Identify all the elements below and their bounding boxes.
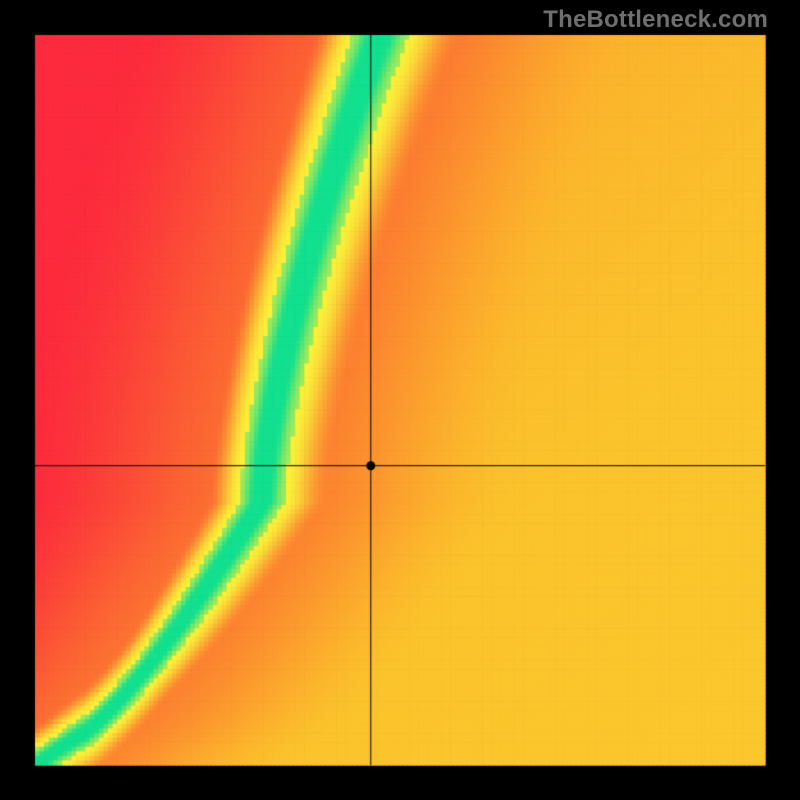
chart-container: TheBottleneck.com — [0, 0, 800, 800]
bottleneck-heatmap — [0, 0, 800, 800]
